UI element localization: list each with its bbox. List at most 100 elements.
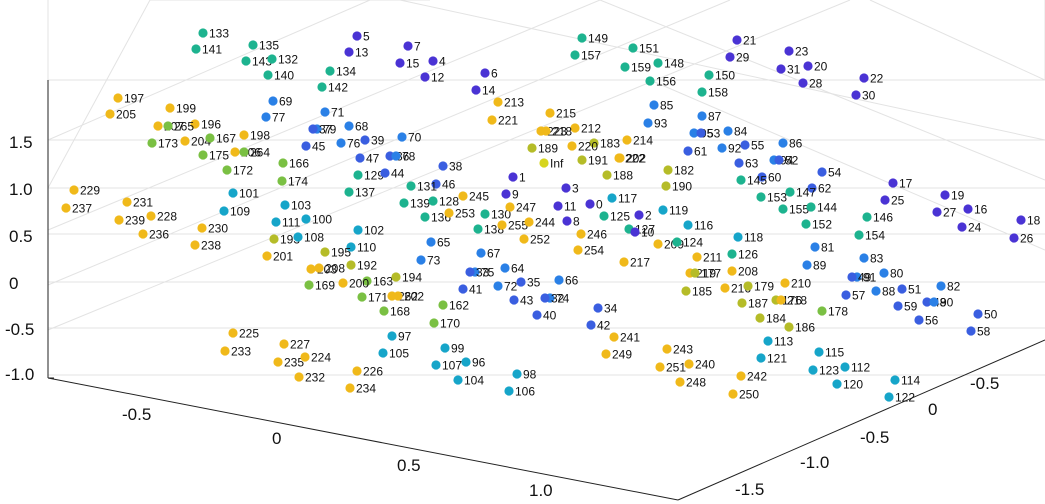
data-point-label: 80 [890, 267, 904, 281]
data-point-marker [554, 275, 564, 285]
data-point-marker [138, 229, 148, 239]
data-point-label: 96 [472, 356, 486, 370]
data-point-label: 35 [527, 276, 541, 290]
data-point-label: 163 [373, 275, 393, 289]
data-point-label: 235 [284, 356, 304, 370]
data-point-label: 172 [233, 164, 253, 178]
data-point-label: 106 [515, 385, 535, 399]
data-point-label: 22 [870, 72, 884, 86]
data-point-marker [165, 103, 175, 113]
data-point-label: 71 [331, 106, 345, 120]
data-point-label: 99 [451, 342, 465, 356]
data-point-label: 115 [825, 346, 844, 360]
y-tick-label: -1.5 [735, 480, 764, 499]
data-point-marker [346, 242, 356, 252]
data-point-marker [683, 146, 693, 156]
data-point-label: 231 [133, 196, 153, 210]
data-point-marker [461, 357, 471, 367]
data-point-marker [609, 332, 619, 342]
data-point-label: 88 [882, 285, 896, 299]
data-point-marker [932, 207, 942, 217]
data-point-marker [261, 112, 271, 122]
data-point-marker [163, 121, 173, 131]
data-point-marker [545, 108, 555, 118]
data-point-label: 248 [686, 376, 706, 390]
data-point-label: 30 [862, 89, 876, 103]
data-point-label: 74 [556, 292, 570, 306]
data-point-marker [683, 220, 693, 230]
data-point-marker [241, 56, 251, 66]
data-point-marker [806, 202, 816, 212]
data-point-label: 238 [201, 239, 221, 253]
data-point-marker [113, 93, 123, 103]
data-point-label: 26 [1020, 232, 1034, 246]
data-point-marker [344, 121, 354, 131]
data-point-label: 16 [974, 203, 988, 217]
data-point-marker [577, 155, 587, 165]
data-point-label: 225 [239, 327, 259, 341]
data-point-label: 61 [694, 145, 708, 159]
data-point-label: 233 [231, 345, 251, 359]
data-point-marker [801, 219, 811, 229]
data-point-label: 44 [391, 167, 405, 181]
data-point-label: 116 [694, 219, 713, 233]
data-point-label: 40 [543, 309, 557, 323]
data-point-marker [1016, 215, 1026, 225]
data-point-label: 97 [398, 330, 412, 344]
data-point-marker [387, 331, 397, 341]
data-point-label: 54 [828, 166, 842, 180]
data-point-label: 175 [209, 149, 229, 163]
data-point-label: 234 [356, 382, 376, 396]
data-point-marker [345, 383, 355, 393]
data-point-label: 90 [940, 296, 954, 310]
data-point-marker [300, 352, 310, 362]
data-point-marker [879, 268, 889, 278]
data-point-label: 81 [821, 241, 835, 255]
data-point-marker [198, 150, 208, 160]
data-point-label: 212 [581, 122, 601, 136]
data-point-marker [320, 107, 330, 117]
data-point-marker [480, 68, 490, 78]
z-tick-label: -1.0 [5, 365, 34, 384]
data-point-marker [524, 217, 534, 227]
data-point-label: 85 [660, 99, 674, 113]
data-point-marker [733, 232, 743, 242]
x-tick-label: -0.5 [122, 405, 151, 424]
data-point-label: 171 [368, 291, 388, 305]
data-point-label: 246 [587, 228, 607, 242]
data-point-label: 42 [597, 319, 611, 333]
data-point-marker [480, 209, 490, 219]
data-point-label: 5 [363, 30, 370, 44]
data-point-label: 197 [124, 92, 144, 106]
data-point-marker [859, 253, 869, 263]
data-point-label: 222 [625, 152, 645, 166]
data-point-label: 252 [530, 233, 550, 247]
data-point-label: 46 [442, 178, 456, 192]
data-point-marker [727, 266, 737, 276]
data-point-label: 110 [357, 241, 376, 255]
data-point-label: 185 [692, 285, 712, 299]
data-point-marker [191, 44, 201, 54]
data-point-label: 53 [707, 127, 721, 141]
data-point-marker [431, 360, 441, 370]
data-point-label: 230 [208, 222, 228, 236]
data-point-label: 120 [843, 378, 863, 392]
y-tick-label: 0 [928, 400, 937, 419]
data-point-marker [508, 172, 518, 182]
data-point-marker [512, 369, 522, 379]
data-point-marker [431, 179, 441, 189]
data-point-label: 79 [323, 123, 337, 137]
data-point-marker [653, 58, 663, 68]
data-point-marker [267, 54, 277, 64]
data-point-label: 29 [736, 51, 750, 65]
data-point-marker [562, 216, 572, 226]
data-point-label: 128 [439, 195, 459, 209]
data-point-label: 38 [449, 160, 463, 174]
data-point-label: 19 [951, 189, 965, 203]
data-point-marker [263, 70, 273, 80]
data-point-marker [586, 320, 596, 330]
data-point-marker [429, 318, 439, 328]
data-point-marker [890, 375, 900, 385]
data-point-label: 55 [751, 139, 765, 153]
data-point-marker [122, 197, 132, 207]
